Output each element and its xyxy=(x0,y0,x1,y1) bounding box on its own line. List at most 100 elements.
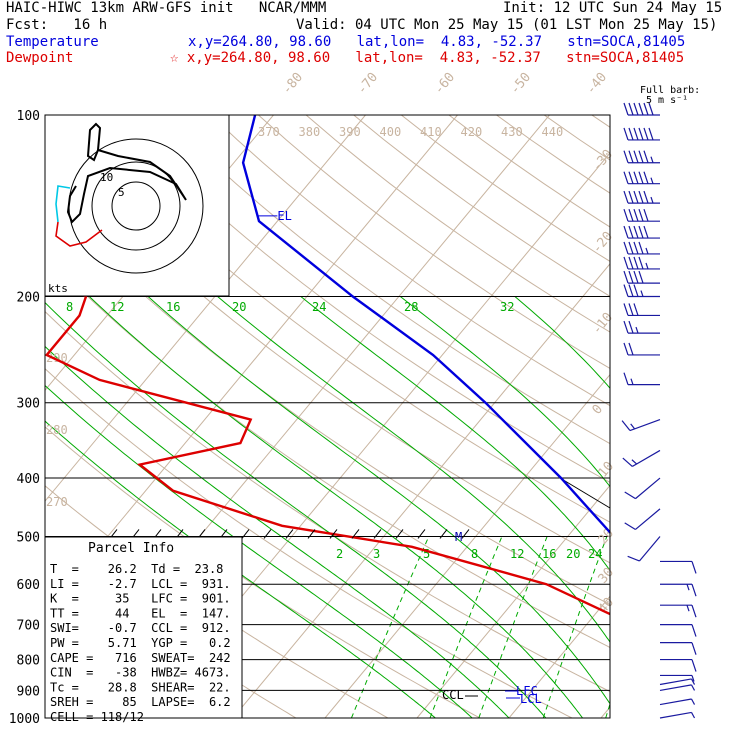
isotherm-line xyxy=(324,373,610,718)
wind-barb xyxy=(660,604,697,618)
hodograph-units: kts xyxy=(48,282,68,295)
mixing-ratio-tick-label: 5 xyxy=(423,547,430,561)
parcel-info-panel xyxy=(44,536,243,719)
mixing-ratio-tick-label: 12 xyxy=(510,547,524,561)
isotherm-tick-label: -30 xyxy=(590,147,617,175)
barb-flag xyxy=(648,127,654,141)
dry-adiabat xyxy=(687,115,740,718)
isotherm-tick-label: -40 xyxy=(584,70,611,98)
barb-flag xyxy=(633,256,639,270)
hatch-mark xyxy=(417,529,426,539)
barb-flag xyxy=(643,171,649,184)
barb-half-flag xyxy=(690,684,696,691)
barb-flag xyxy=(633,171,639,184)
mixing-ratio-tick-label: 16 xyxy=(166,300,180,314)
wind-barb xyxy=(660,560,697,574)
barb-half-flag xyxy=(686,584,690,591)
barb-staff xyxy=(635,477,661,500)
barb-staff xyxy=(631,449,661,467)
dry-adiabat xyxy=(210,115,610,407)
theta-tick-label: 420 xyxy=(461,125,483,139)
barb-half-flag xyxy=(640,290,644,297)
pressure-tick-label: 400 xyxy=(17,472,40,487)
mixing-ratio-tick-label: 20 xyxy=(566,547,580,561)
barb-flag xyxy=(638,102,644,116)
pressure-tick-label: 100 xyxy=(17,109,40,124)
barb-flag xyxy=(633,127,639,141)
hodograph-ring-label: 5 xyxy=(118,186,125,199)
barb-staff xyxy=(638,536,661,562)
barb-half-flag xyxy=(650,196,654,204)
isotherm-tick-label: -50 xyxy=(508,70,535,98)
mixing-ratio-tick-label: 16 xyxy=(542,547,556,561)
barb-staff xyxy=(659,698,692,706)
wind-barb xyxy=(659,698,696,706)
barb-flag xyxy=(623,208,629,222)
barb-flag xyxy=(623,190,629,204)
dewpoint-profile xyxy=(45,115,610,616)
barb-flag xyxy=(627,555,640,562)
barb-legend-line2: 5 m s⁻¹ xyxy=(646,95,689,106)
theta-tick-label: 400 xyxy=(380,125,402,139)
moist-adiabat xyxy=(45,420,436,718)
barb-flag xyxy=(633,225,639,239)
barb-flag xyxy=(628,241,634,255)
barb-flag xyxy=(621,420,631,431)
wind-barb xyxy=(623,320,660,334)
barb-flag xyxy=(624,522,636,530)
barb-flag xyxy=(624,491,636,500)
theta-tick-label: 270 xyxy=(46,495,68,509)
parcel-info-row: SWI= -0.7 CCL = 912. xyxy=(50,621,231,635)
dry-adiabat xyxy=(67,115,610,523)
hatch-mark xyxy=(329,529,338,539)
dry-adiabat xyxy=(591,115,610,128)
wind-barb xyxy=(622,449,661,467)
barb-flag xyxy=(628,102,634,116)
barb-flag xyxy=(638,256,644,270)
temperature-station-info: x,y=264.80, 98.60 lat,lon= 4.83, -52.37 … xyxy=(188,34,686,50)
wind-barb xyxy=(659,678,696,686)
parcel-info-row: LI = -2.7 LCL = 931. xyxy=(50,577,231,591)
dry-adiabat xyxy=(45,198,610,606)
barb-flag xyxy=(623,303,629,316)
hatch-mark xyxy=(461,529,470,539)
barb-flag xyxy=(633,270,639,284)
mixing-ratio-tick-label: 24 xyxy=(312,300,326,314)
wind-barb xyxy=(660,642,697,655)
theta-tick-label: 380 xyxy=(299,125,321,139)
moist-adiabat xyxy=(45,384,473,718)
isotherm-tick-label: -10 xyxy=(590,310,617,338)
dewpoint-station-info: ☆ x,y=264.80, 98.60 lat,lon= 4.83, -52.3… xyxy=(170,50,685,66)
barb-flag xyxy=(623,225,629,239)
hodograph-frame xyxy=(44,114,230,297)
barb-half-flag xyxy=(691,675,695,682)
barb-flag xyxy=(691,584,697,597)
barb-flag xyxy=(623,171,629,184)
barb-half-flag xyxy=(650,156,654,163)
pressure-tick-label: 200 xyxy=(17,291,40,306)
barb-flag xyxy=(691,604,697,618)
barb-flag xyxy=(633,303,639,316)
wind-barb xyxy=(623,256,660,270)
barb-flag xyxy=(623,372,629,385)
barb-flag xyxy=(638,150,644,163)
pressure-tick-label: 900 xyxy=(17,684,40,699)
barb-staff xyxy=(659,684,692,691)
wind-barb xyxy=(660,658,697,672)
parcel-info-row: Tc = 28.8 SHEAR= 22. xyxy=(50,680,231,694)
barb-flag xyxy=(633,241,639,255)
barb-flag xyxy=(628,342,634,356)
hatch-mark xyxy=(263,529,272,539)
mixing-ratio-tick-label: 24 xyxy=(588,547,602,561)
isotherm-tick-label: -20 xyxy=(590,229,617,257)
barb-half-flag xyxy=(690,698,696,705)
wind-barb xyxy=(623,342,660,356)
barb-flag xyxy=(623,320,629,334)
panel-edge xyxy=(559,477,611,509)
barb-flag xyxy=(623,342,629,356)
temperature-profile xyxy=(241,115,610,535)
init-time: Init: 12 UTC Sun 24 May 15 xyxy=(503,0,723,16)
parcel-info-row: CIN = -38 HWBZ= 4673. xyxy=(50,666,231,680)
barb-flag xyxy=(633,208,639,222)
